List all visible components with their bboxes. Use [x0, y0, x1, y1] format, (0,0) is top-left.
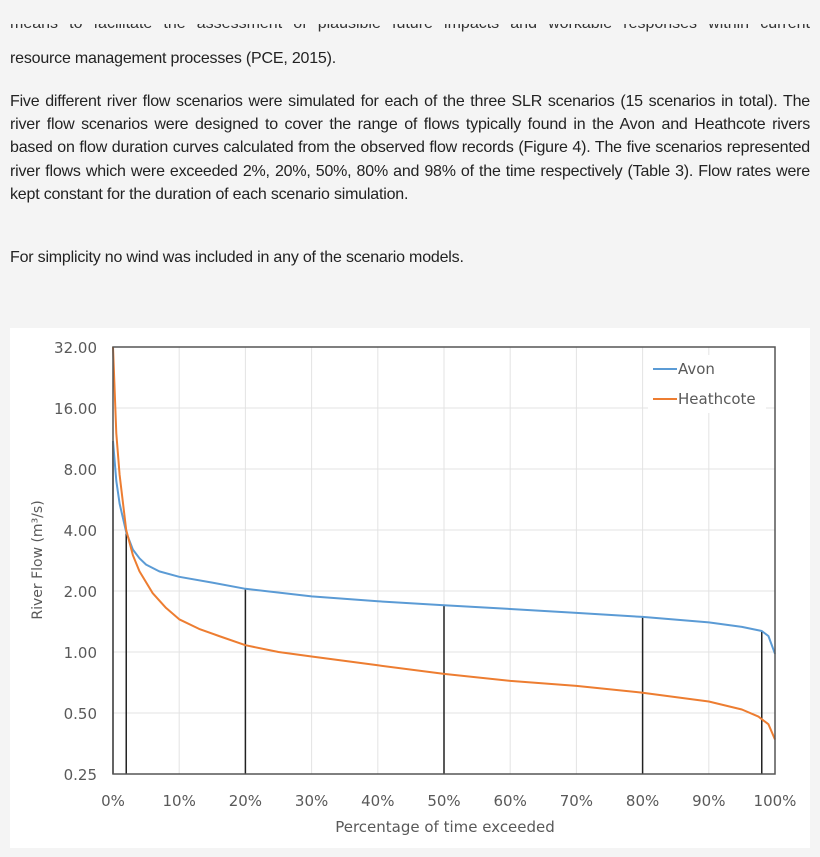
x-tick-label: 30%: [295, 792, 328, 810]
x-tick-label: 60%: [494, 792, 527, 810]
x-tick-label: 20%: [229, 792, 262, 810]
x-tick-label: 100%: [754, 792, 797, 810]
cut-off-text-line: means to facilitate the assessment of pl…: [10, 24, 810, 33]
y-tick-label: 1.00: [64, 644, 97, 662]
x-tick-label: 0%: [101, 792, 125, 810]
paragraph: For simplicity no wind was included in a…: [10, 249, 464, 266]
y-tick-label: 32.00: [54, 339, 97, 357]
x-tick-label: 70%: [560, 792, 593, 810]
x-tick-label: 80%: [626, 792, 659, 810]
paragraph: Five different river flow scenarios were…: [10, 93, 810, 203]
y-tick-label: 0.50: [64, 705, 97, 723]
legend-label-avon: Avon: [678, 360, 715, 378]
y-tick-label: 8.00: [64, 461, 97, 479]
paragraph: resource management processes (PCE, 2015…: [10, 50, 336, 67]
y-axis-label: River Flow (m³/s): [30, 500, 46, 619]
series-line-heathcote: [112, 346, 776, 740]
plot-frame: [112, 346, 776, 775]
x-axis-label: Percentage of time exceeded: [335, 818, 555, 836]
legend-background: [648, 355, 766, 413]
x-tick-label: 90%: [692, 792, 725, 810]
y-tick-label: 4.00: [64, 522, 97, 540]
y-tick-label: 0.25: [64, 766, 97, 784]
x-tick-label: 50%: [427, 792, 460, 810]
legend: Avon Heathcote: [648, 355, 766, 413]
y-tick-label: 2.00: [64, 583, 97, 601]
chart-background: [10, 328, 810, 848]
x-tick-label: 10%: [163, 792, 196, 810]
y-tick-label: 16.00: [54, 400, 97, 418]
legend-label-heathcote: Heathcote: [678, 390, 756, 408]
x-tick-label: 40%: [361, 792, 394, 810]
